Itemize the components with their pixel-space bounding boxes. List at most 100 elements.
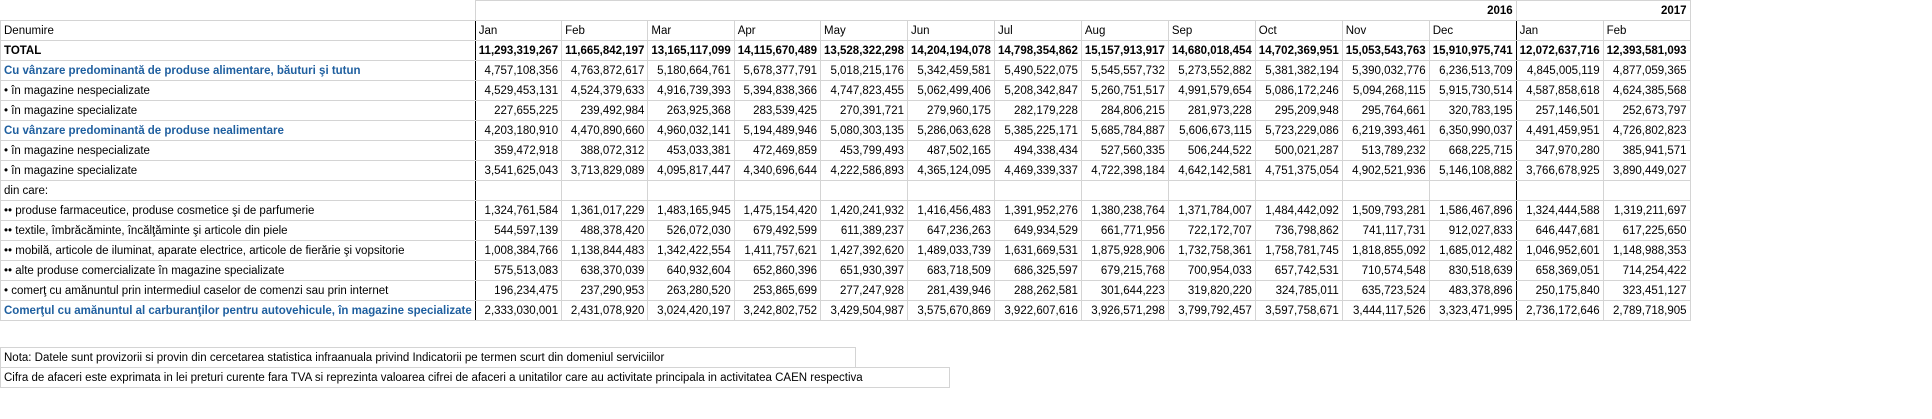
value-cell[interactable]: 5,723,229,086 (1254, 120, 1343, 141)
value-cell[interactable]: 14,115,670,489 (733, 40, 822, 61)
value-cell[interactable]: 4,722,398,184 (1080, 160, 1169, 181)
value-cell[interactable]: 5,390,032,776 (1341, 60, 1430, 81)
month-header-may[interactable]: May (820, 20, 908, 41)
row-label[interactable]: Comerţul cu amănuntul al carburanţilor p… (0, 300, 476, 321)
value-cell[interactable]: 263,925,368 (647, 100, 735, 121)
value-cell[interactable]: 5,086,172,246 (1254, 80, 1343, 101)
value-cell[interactable]: 283,539,425 (733, 100, 822, 121)
month-header-jan[interactable]: Jan (474, 20, 563, 41)
value-cell[interactable]: 279,960,175 (906, 100, 995, 121)
value-cell[interactable]: 1,380,238,764 (1080, 200, 1169, 221)
value-cell[interactable]: 5,394,838,366 (733, 80, 822, 101)
value-cell[interactable]: 1,427,392,620 (820, 240, 908, 261)
value-cell[interactable]: 250,175,840 (1515, 280, 1604, 301)
value-cell[interactable]: 1,483,165,945 (647, 200, 735, 221)
value-cell[interactable]: 5,094,268,115 (1341, 80, 1430, 101)
value-cell[interactable]: 651,930,397 (820, 260, 908, 281)
value-cell[interactable]: 3,766,678,925 (1515, 160, 1604, 181)
value-cell[interactable]: 3,024,420,197 (647, 300, 735, 321)
value-cell[interactable]: 4,877,059,365 (1602, 60, 1691, 81)
value-cell[interactable]: 700,954,033 (1167, 260, 1256, 281)
row-label[interactable]: • în magazine nespecializate (0, 140, 476, 161)
value-cell[interactable]: 13,165,117,099 (647, 40, 735, 61)
value-cell[interactable]: 5,273,552,882 (1167, 60, 1256, 81)
value-cell[interactable]: 1,411,757,621 (733, 240, 822, 261)
value-cell[interactable]: 5,381,382,194 (1254, 60, 1343, 81)
value-cell[interactable]: 323,451,127 (1602, 280, 1691, 301)
value-cell[interactable]: 4,991,579,654 (1167, 80, 1256, 101)
value-cell[interactable]: 1,732,758,361 (1167, 240, 1256, 261)
value-cell[interactable]: 3,890,449,027 (1602, 160, 1691, 181)
value-cell[interactable]: 239,492,984 (561, 100, 649, 121)
value-cell[interactable]: 3,323,471,995 (1428, 300, 1517, 321)
value-cell[interactable]: 4,845,005,119 (1515, 60, 1604, 81)
value-cell[interactable]: 5,385,225,171 (993, 120, 1082, 141)
value-cell[interactable]: 237,290,953 (561, 280, 649, 301)
value-cell[interactable]: 4,624,385,568 (1602, 80, 1691, 101)
value-cell[interactable]: 3,922,607,616 (993, 300, 1082, 321)
note-text-1[interactable]: Nota: Datele sunt provizorii si provin d… (0, 347, 856, 368)
value-cell[interactable]: 288,262,581 (993, 280, 1082, 301)
value-cell[interactable]: 1,509,793,281 (1341, 200, 1430, 221)
value-cell[interactable]: 4,960,032,141 (647, 120, 735, 141)
value-cell[interactable]: 5,018,215,176 (820, 60, 908, 81)
value-cell[interactable]: 281,973,228 (1167, 100, 1256, 121)
value-cell[interactable]: 1,475,154,420 (733, 200, 822, 221)
row-label[interactable]: •• mobilă, articole de iluminat, aparate… (0, 240, 476, 261)
value-cell[interactable]: 1,416,456,483 (906, 200, 995, 221)
month-header-mar[interactable]: Mar (647, 20, 735, 41)
value-cell[interactable]: 5,545,557,732 (1080, 60, 1169, 81)
value-cell[interactable]: 4,491,459,951 (1515, 120, 1604, 141)
value-cell[interactable]: 1,420,241,932 (820, 200, 908, 221)
value-cell[interactable] (906, 180, 995, 201)
value-cell[interactable] (1428, 180, 1517, 201)
value-cell[interactable]: 5,146,108,882 (1428, 160, 1517, 181)
value-cell[interactable]: 494,338,434 (993, 140, 1082, 161)
value-cell[interactable]: 638,370,039 (561, 260, 649, 281)
month-header-jan[interactable]: Jan (1515, 20, 1604, 41)
value-cell[interactable]: 1,148,988,353 (1602, 240, 1691, 261)
value-cell[interactable]: 196,234,475 (474, 280, 563, 301)
value-cell[interactable]: 4,751,375,054 (1254, 160, 1343, 181)
year-corner-cell[interactable] (1, 1, 476, 21)
value-cell[interactable]: 912,027,833 (1428, 220, 1517, 241)
value-cell[interactable]: 1,484,442,092 (1254, 200, 1343, 221)
value-cell[interactable]: 319,820,220 (1167, 280, 1256, 301)
value-cell[interactable]: 4,902,521,936 (1341, 160, 1430, 181)
value-cell[interactable]: 1,319,211,697 (1602, 200, 1691, 221)
value-cell[interactable]: 646,447,681 (1515, 220, 1604, 241)
value-cell[interactable]: 13,528,322,298 (820, 40, 908, 61)
month-header-feb[interactable]: Feb (1602, 20, 1691, 41)
month-header-apr[interactable]: Apr (733, 20, 822, 41)
value-cell[interactable]: 385,941,571 (1602, 140, 1691, 161)
value-cell[interactable]: 1,631,669,531 (993, 240, 1082, 261)
value-cell[interactable]: 324,785,011 (1254, 280, 1343, 301)
value-cell[interactable]: 6,236,513,709 (1428, 60, 1517, 81)
value-cell[interactable]: 649,934,529 (993, 220, 1082, 241)
value-cell[interactable]: 2,333,030,001 (474, 300, 563, 321)
value-cell[interactable]: 3,444,117,526 (1341, 300, 1430, 321)
row-label[interactable]: din care: (0, 180, 476, 201)
value-cell[interactable]: 1,586,467,896 (1428, 200, 1517, 221)
value-cell[interactable]: 1,008,384,766 (474, 240, 563, 261)
month-header-jun[interactable]: Jun (906, 20, 995, 41)
value-cell[interactable]: 227,655,225 (474, 100, 563, 121)
value-cell[interactable] (1167, 180, 1256, 201)
value-cell[interactable]: 4,916,739,393 (647, 80, 735, 101)
value-cell[interactable]: 5,286,063,628 (906, 120, 995, 141)
value-cell[interactable]: 4,529,453,131 (474, 80, 563, 101)
value-cell[interactable]: 2,431,078,920 (561, 300, 649, 321)
value-cell[interactable]: 5,062,499,406 (906, 80, 995, 101)
row-label[interactable]: TOTAL (0, 40, 476, 61)
value-cell[interactable]: 1,324,444,588 (1515, 200, 1604, 221)
value-cell[interactable]: 4,524,379,633 (561, 80, 649, 101)
value-cell[interactable]: 295,764,661 (1341, 100, 1430, 121)
value-cell[interactable]: 4,747,823,455 (820, 80, 908, 101)
value-cell[interactable]: 4,222,586,893 (820, 160, 908, 181)
value-cell[interactable]: 263,280,520 (647, 280, 735, 301)
value-cell[interactable]: 4,469,339,337 (993, 160, 1082, 181)
row-label[interactable]: Cu vânzare predominantă de produse neali… (0, 120, 476, 141)
value-cell[interactable] (561, 180, 649, 201)
month-header-oct[interactable]: Oct (1254, 20, 1343, 41)
row-label[interactable]: Cu vânzare predominantă de produse alime… (0, 60, 476, 81)
